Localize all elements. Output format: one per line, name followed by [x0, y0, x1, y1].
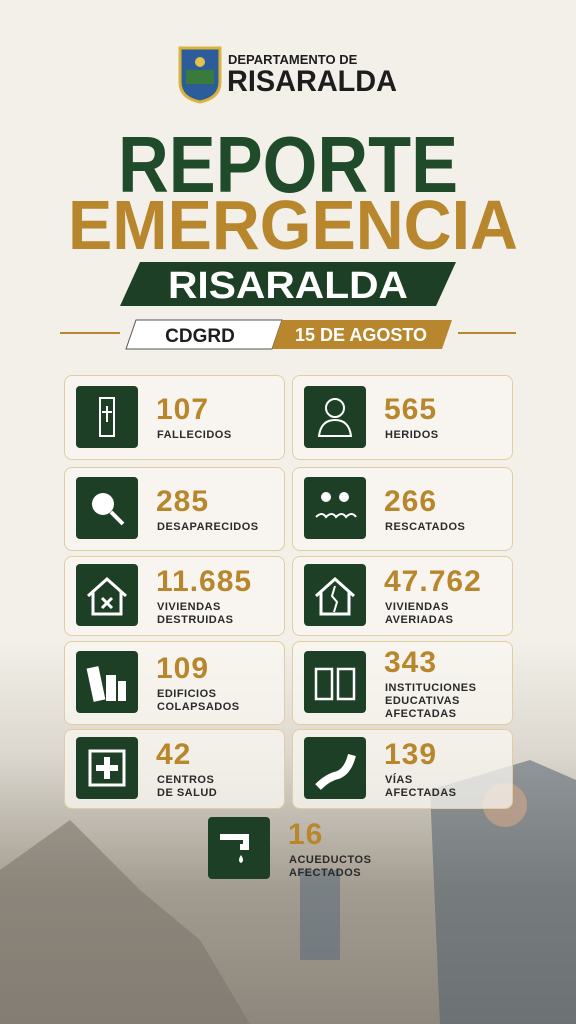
stat-value: 565	[384, 393, 438, 426]
icon-glyph	[314, 667, 356, 701]
title-line2: EMERGENCIA	[68, 186, 518, 264]
stat-label: VIVIENDAS	[385, 601, 449, 613]
stat-value: 42	[156, 738, 192, 771]
stat-icon	[76, 564, 138, 626]
icon-glyph	[315, 753, 356, 790]
header: DEPARTAMENTO DE RISARALDA REPORTE EMERGE…	[60, 46, 518, 350]
icon-glyph	[317, 397, 353, 437]
stat-icon	[208, 817, 270, 879]
icon-glyph	[86, 666, 126, 702]
stat-icon	[76, 477, 138, 539]
stat-value: 285	[156, 484, 210, 518]
icon-glyph	[314, 576, 356, 616]
stat-value: 11.685	[156, 565, 253, 598]
stat-label: AFECTADAS	[385, 787, 457, 799]
stat-label: DESAPARECIDOS	[157, 520, 259, 533]
org-line1: DEPARTAMENTO DE	[228, 52, 358, 67]
stat-label: VÍAS	[385, 774, 413, 786]
stat-label: VIVIENDAS	[157, 601, 221, 613]
stat-label: AVERIADAS	[385, 614, 454, 626]
stat-label: COLAPSADOS	[157, 701, 240, 713]
logo	[178, 46, 222, 104]
stat-label: DE SALUD	[157, 787, 218, 799]
stat-label: AFECTADOS	[289, 867, 362, 879]
stat-icon	[304, 477, 366, 539]
stat-label: DESTRUIDAS	[157, 614, 234, 626]
title-line1: REPORTE	[118, 120, 458, 209]
stat-label: EDUCATIVAS	[385, 694, 460, 707]
icon-glyph	[88, 749, 126, 787]
date: 15 DE AGOSTO	[295, 325, 427, 345]
stat-icon	[76, 651, 138, 713]
stat-value: 47.762	[384, 565, 482, 598]
stat-label: ACUEDUCTOS	[289, 854, 372, 866]
org-line2: RISARALDA	[227, 65, 397, 98]
stat-icon	[304, 564, 366, 626]
icon-glyph	[315, 492, 357, 519]
title-banner: RISARALDA	[168, 265, 408, 307]
photo-shapes	[0, 760, 576, 1024]
stat-label: EDIFICIOS	[157, 688, 217, 700]
stat-value: 343	[384, 645, 438, 679]
stat-label: INSTITUCIONES	[385, 681, 477, 694]
icon-glyph	[92, 493, 125, 526]
icon-glyph	[86, 576, 128, 616]
stat-label: HERIDOS	[385, 429, 439, 441]
stat-icon	[304, 737, 366, 799]
stat-icon	[304, 385, 366, 448]
stat-icon	[76, 737, 138, 799]
icon-glyph	[220, 834, 249, 863]
stat-icon	[304, 651, 366, 713]
icon-glyph	[99, 396, 115, 437]
stat-value: 16	[288, 818, 324, 851]
stat-value: 266	[384, 484, 438, 518]
stat-label: RESCATADOS	[385, 520, 466, 533]
stat-label: CENTROS	[157, 774, 215, 786]
stat-label: FALLECIDOS	[157, 429, 232, 441]
stat-value: 107	[156, 393, 210, 426]
stat-value: 139	[384, 738, 438, 771]
stat-icon	[76, 385, 138, 448]
stat-label: AFECTADAS	[385, 707, 457, 720]
agency: CDGRD	[165, 326, 235, 347]
stat-value: 109	[156, 652, 210, 685]
